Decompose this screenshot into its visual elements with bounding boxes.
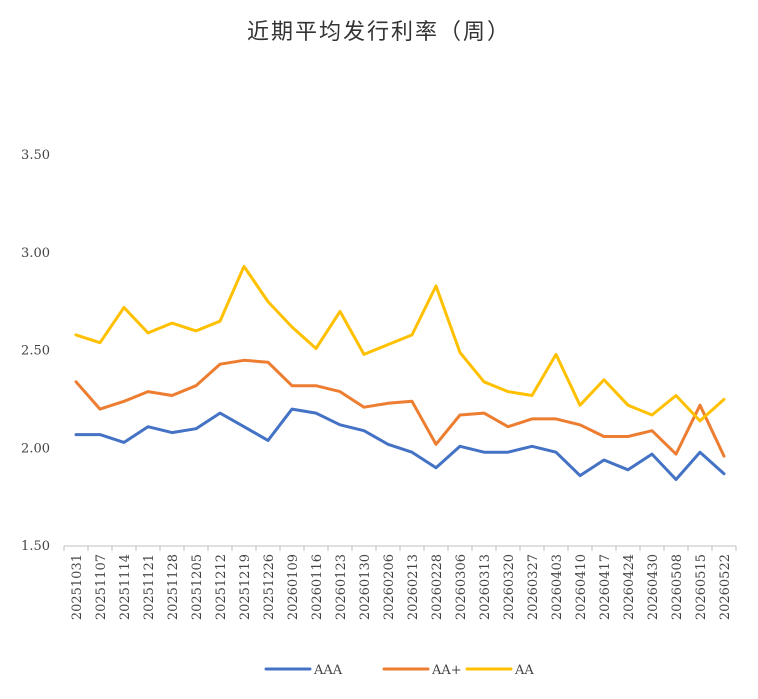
x-tick-label: 20260403 [550, 554, 565, 620]
x-axis-ticks: 20251031 20251107 20251114 20251121 20251128… [70, 554, 733, 620]
x-tick-label: 20260515 [694, 554, 709, 620]
legend-label: AA+ [431, 663, 462, 678]
x-tick-label: 20260508 [670, 554, 685, 620]
x-tick-label: 20260313 [478, 554, 493, 620]
x-tick-label: 20251107 [94, 554, 109, 620]
x-tick-label: 20260522 [718, 554, 733, 620]
chart-title: 近期平均发行利率（周） [246, 20, 511, 45]
series-line-aa-plus [74, 358, 726, 458]
series-line-aaa [74, 407, 726, 481]
legend-label: AAA [313, 663, 343, 678]
x-tick-label: 20260109 [286, 554, 301, 620]
x-tick-label: 20260228 [430, 554, 445, 620]
x-tick-label: 20260306 [454, 554, 469, 620]
series-line-aa [74, 264, 726, 423]
x-tick-label: 20260327 [526, 554, 541, 620]
y-axis-ticks: 1.50 2.00 2.50 3.00 3.50 [21, 148, 50, 554]
x-tick-label: 20260213 [406, 554, 421, 620]
legend-label: AA [514, 663, 534, 678]
x-tick-label: 20251114 [118, 554, 133, 620]
x-tick-label: 20260320 [502, 554, 517, 620]
x-tick-label: 20251128 [166, 554, 181, 620]
x-tick-label: 20260410 [574, 554, 589, 620]
x-tick-label: 20260123 [334, 554, 349, 620]
x-tick-label: 20251212 [214, 554, 229, 620]
x-tick-label: 20260130 [358, 554, 373, 620]
y-tick-label: 2.00 [21, 441, 50, 456]
x-tick-label: 20251031 [70, 554, 85, 620]
x-tick-label: 20260430 [646, 554, 661, 620]
series-layer [74, 264, 726, 481]
y-tick-label: 1.50 [21, 539, 50, 554]
x-tick-label: 20251226 [262, 554, 277, 620]
x-tick-label: 20251219 [238, 554, 253, 620]
x-tick-label: 20260206 [382, 554, 397, 620]
legend: AAA AA+ AA [264, 663, 534, 678]
y-tick-label: 3.50 [21, 148, 50, 163]
x-tick-label: 20251121 [142, 554, 157, 620]
x-tick-label: 20260424 [622, 554, 637, 620]
y-tick-label: 3.00 [21, 246, 50, 261]
x-tick-label: 20251205 [190, 554, 205, 620]
axis-layer [63, 545, 737, 551]
x-tick-label: 20260417 [598, 554, 613, 620]
x-tick-label: 20260116 [310, 554, 325, 620]
y-tick-label: 2.50 [21, 344, 50, 359]
